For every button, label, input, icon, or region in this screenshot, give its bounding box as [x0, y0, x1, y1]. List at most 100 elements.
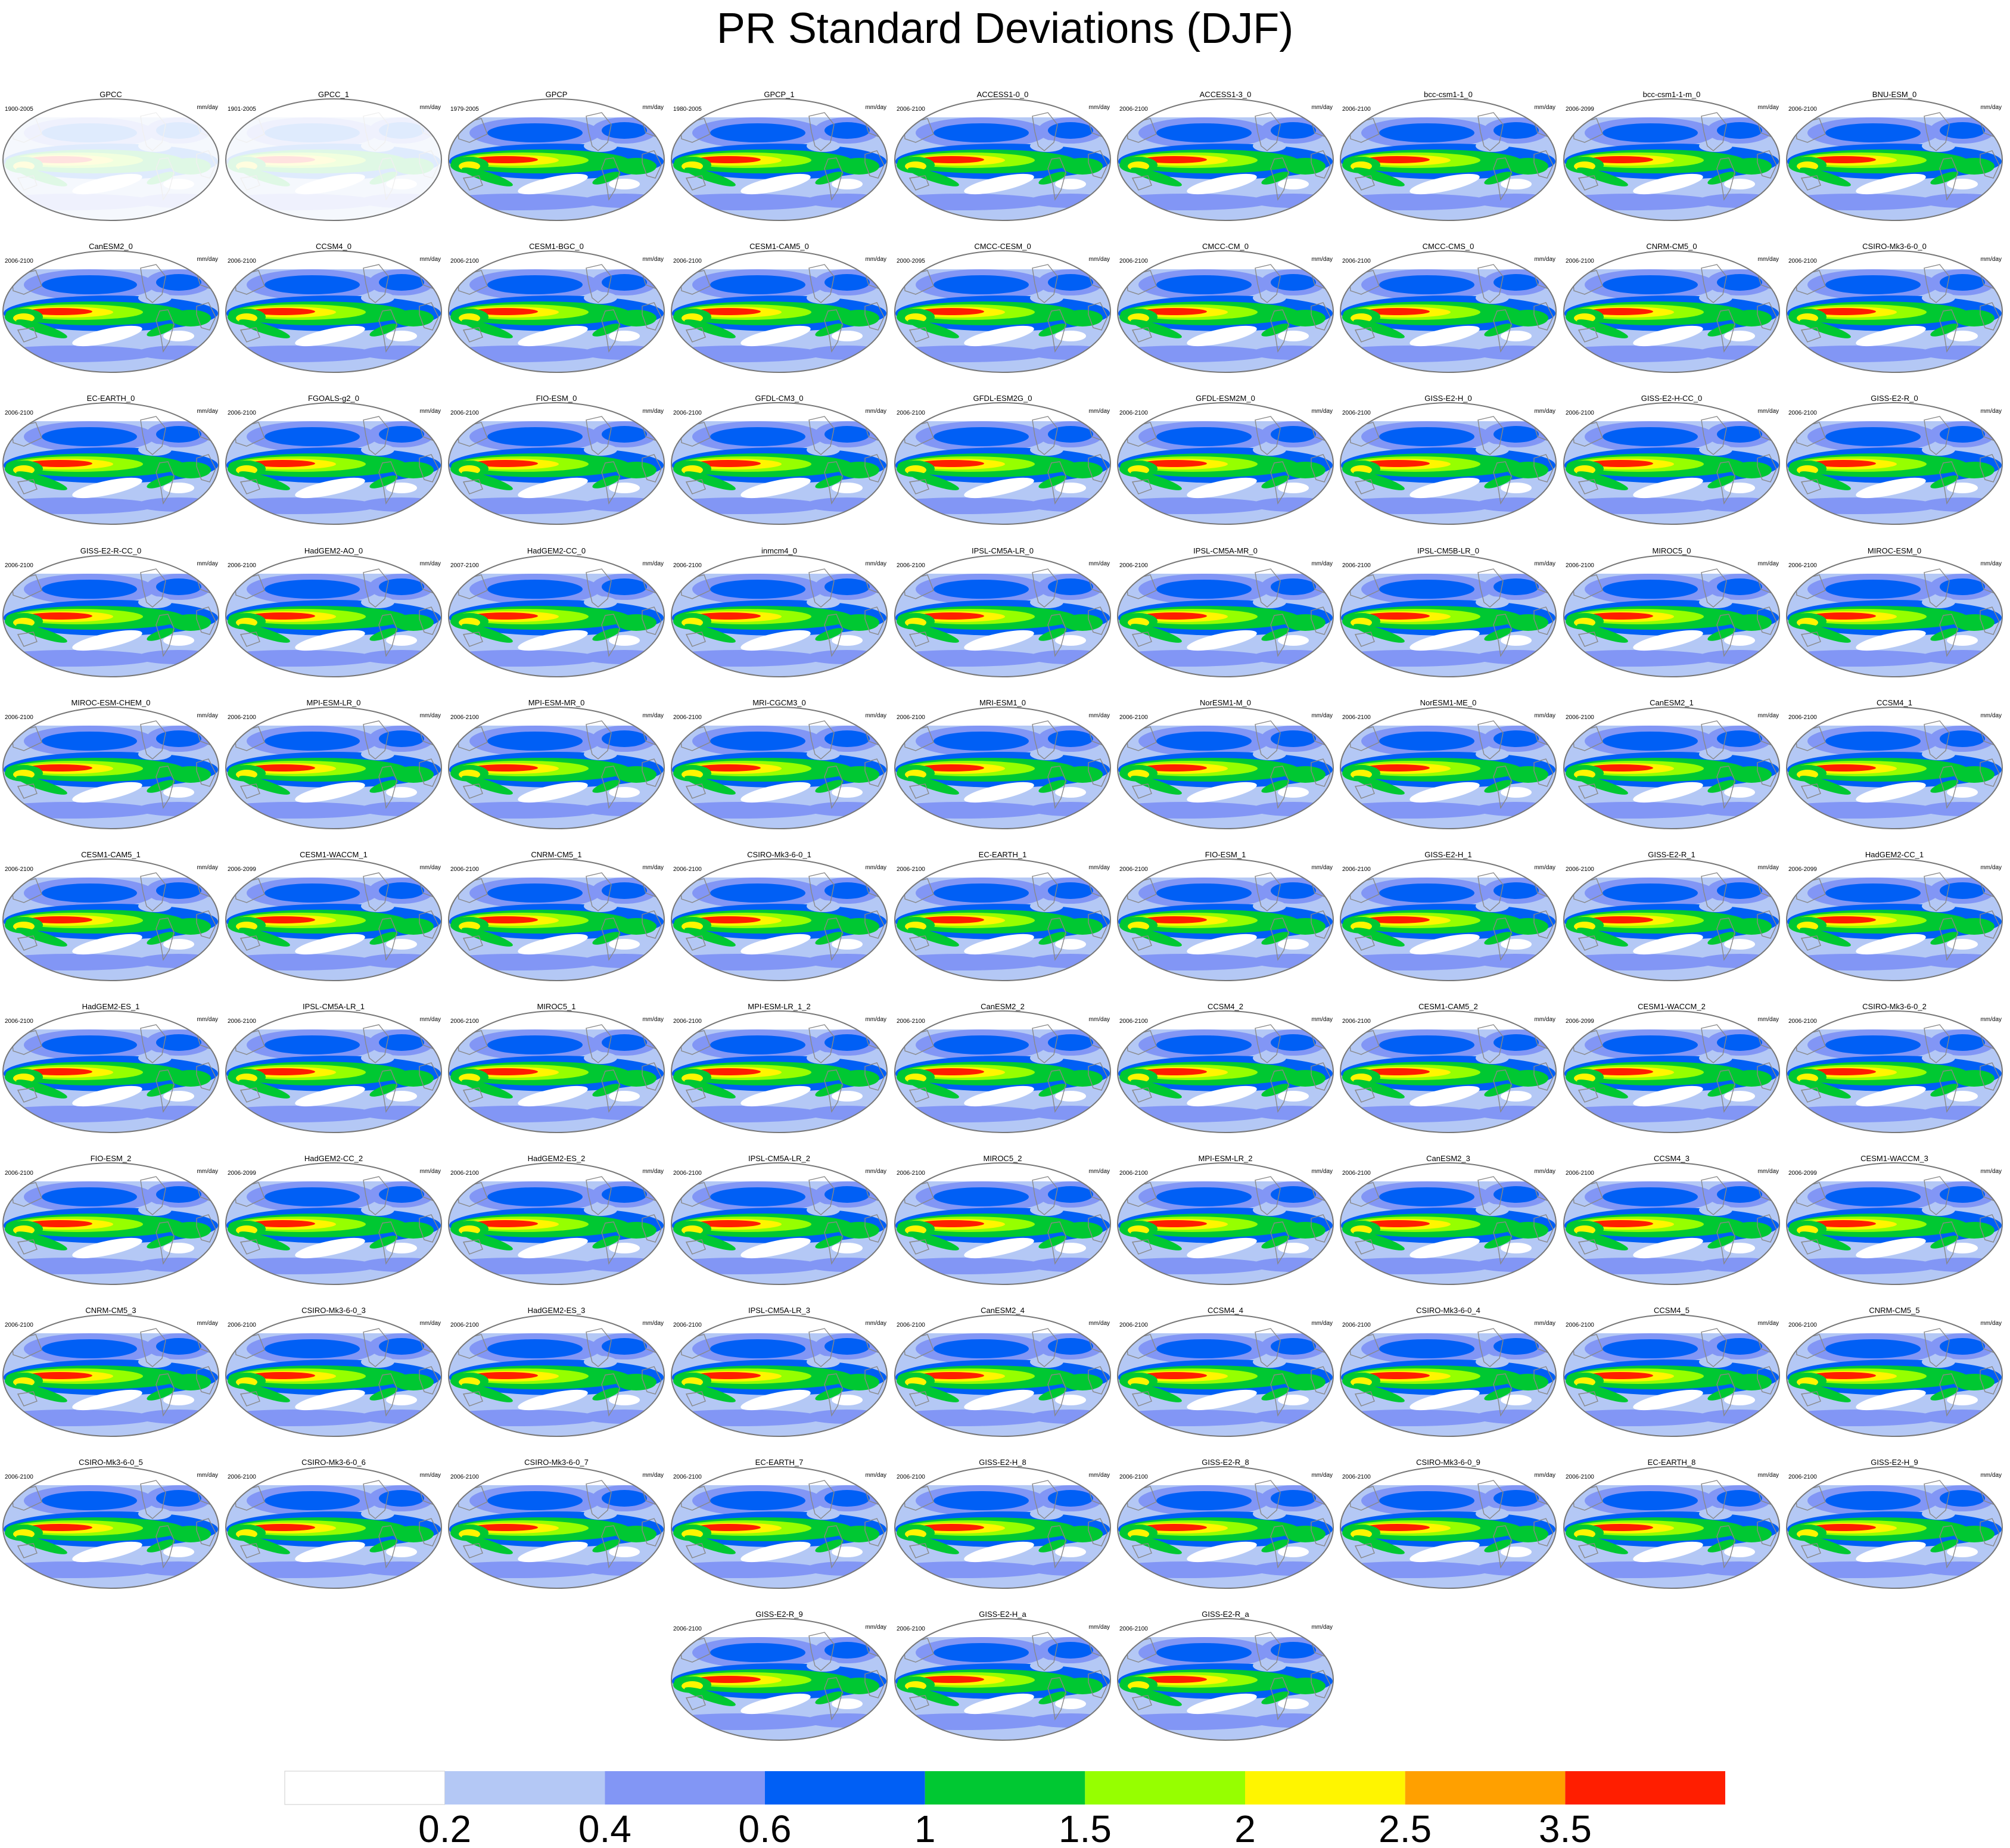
panel-period: 2006-2100 — [897, 562, 925, 569]
panel-units: mm/day — [419, 561, 441, 567]
panel-period: 2006-2100 — [450, 714, 479, 721]
map-panel: IPSL-CM5A-MR_0 2006-2100 mm/day — [1103, 545, 1336, 688]
map-frame — [1786, 1314, 2003, 1437]
panel-units: mm/day — [1088, 408, 1110, 415]
panel-period: 2006-2100 — [1119, 1322, 1148, 1329]
colorbar-swatch — [765, 1771, 925, 1805]
panel-units: mm/day — [1980, 713, 2002, 719]
panel-units: mm/day — [1980, 864, 2002, 871]
map-panel: BNU-ESM_0 2006-2100 mm/day — [1772, 89, 2005, 232]
panel-period: 2006-2100 — [673, 1170, 702, 1177]
map-frame — [1340, 1162, 1557, 1285]
map-panel: CESM1-WACCM_1 2006-2099 mm/day — [211, 849, 444, 992]
panel-period: 2006-2100 — [228, 258, 256, 265]
map-panel: IPSL-CM5A-LR_2 2006-2100 mm/day — [656, 1153, 890, 1296]
map-frame — [671, 250, 888, 373]
panel-title: ACCESS1-3_0 — [1200, 90, 1252, 99]
map-panel: CESM1-CAM5_1 2006-2100 mm/day — [0, 849, 222, 992]
panel-units: mm/day — [1088, 864, 1110, 871]
map-frame — [1563, 858, 1780, 981]
colorbar-label: 0.4 — [578, 1807, 631, 1848]
panel-units: mm/day — [1980, 1320, 2002, 1327]
panel-title: IPSL-CM5A-MR_0 — [1193, 546, 1258, 555]
map-frame — [1563, 1466, 1780, 1589]
panel-title: GPCC — [99, 90, 122, 99]
panel-title: CSIRO-Mk3-6-0_4 — [1416, 1306, 1480, 1315]
map-panel: CESM1-CAM5_2 2006-2100 mm/day — [1326, 1001, 1559, 1144]
panel-period: 2006-2100 — [1566, 410, 1594, 416]
map-frame — [448, 555, 665, 677]
panel-units: mm/day — [1757, 561, 1779, 567]
map-panel: MRI-ESM1_0 2006-2100 mm/day — [880, 697, 1113, 840]
panel-units: mm/day — [642, 1168, 664, 1175]
map-panel: CNRM-CM5_3 2006-2100 mm/day — [0, 1305, 222, 1448]
map-panel: CCSM4_4 2006-2100 mm/day — [1103, 1305, 1336, 1448]
panel-title: GPCC_1 — [318, 90, 349, 99]
panel-title: EC-EARTH_0 — [87, 394, 135, 403]
panel-units: mm/day — [1311, 1472, 1333, 1479]
panel-title: GISS-E2-R_a — [1202, 1610, 1249, 1619]
panel-period: 2006-2100 — [1342, 410, 1371, 416]
panel-units: mm/day — [1534, 408, 1555, 415]
map-frame — [1117, 1162, 1334, 1285]
map-panel: HadGEM2-ES_2 2006-2100 mm/day — [434, 1153, 667, 1296]
map-frame — [2, 1010, 219, 1133]
panel-period: 2006-2099 — [228, 866, 256, 873]
panel-units: mm/day — [1757, 1472, 1779, 1479]
panel-title: bcc-csm1-1_0 — [1424, 90, 1473, 99]
map-panel: GFDL-ESM2M_0 2006-2100 mm/day — [1103, 393, 1336, 536]
map-frame — [1786, 1162, 2003, 1285]
map-panel: CanESM2_4 2006-2100 mm/day — [880, 1305, 1113, 1448]
panel-period: 2006-2100 — [673, 258, 702, 265]
panel-units: mm/day — [865, 713, 886, 719]
map-panel: HadGEM2-CC_0 2007-2100 mm/day — [434, 545, 667, 688]
map-frame — [1786, 1010, 2003, 1133]
panel-period: 2006-2100 — [1566, 1170, 1594, 1177]
map-frame — [1563, 1162, 1780, 1285]
panel-title: MPI-ESM-LR_1_2 — [748, 1002, 810, 1011]
panel-title: CCSM4_0 — [316, 242, 351, 251]
panel-units: mm/day — [419, 864, 441, 871]
panel-units: mm/day — [1311, 1168, 1333, 1175]
panel-period: 2006-2100 — [897, 1626, 925, 1632]
map-panel: FIO-ESM_2 2006-2100 mm/day — [0, 1153, 222, 1296]
panel-units: mm/day — [1534, 104, 1555, 111]
map-frame — [2, 1314, 219, 1437]
map-panel: CSIRO-Mk3-6-0_0 2006-2100 mm/day — [1772, 241, 2005, 384]
map-frame — [1340, 250, 1557, 373]
panel-units: mm/day — [642, 1320, 664, 1327]
panel-period: 2006-2100 — [1788, 562, 1817, 569]
map-frame — [448, 1162, 665, 1285]
panel-units: mm/day — [419, 256, 441, 263]
panel-units: mm/day — [642, 408, 664, 415]
panel-units: mm/day — [1311, 561, 1333, 567]
panel-units: mm/day — [1311, 713, 1333, 719]
map-frame — [225, 250, 442, 373]
map-frame — [1117, 555, 1334, 677]
map-panel: bcc-csm1-1-m_0 2006-2099 mm/day — [1549, 89, 1782, 232]
panel-period: 1979-2005 — [450, 106, 479, 113]
panel-title: CNRM-CM5_0 — [1646, 242, 1697, 251]
panel-units: mm/day — [1311, 104, 1333, 111]
panel-title: GISS-E2-H_9 — [1871, 1458, 1918, 1467]
panel-title: HadGEM2-CC_0 — [527, 546, 586, 555]
map-frame — [894, 402, 1111, 525]
map-frame — [1786, 98, 2003, 221]
panel-units: mm/day — [1088, 1168, 1110, 1175]
panel-title: GISS-E2-H_a — [979, 1610, 1026, 1619]
map-frame — [671, 1162, 888, 1285]
map-frame — [1340, 1466, 1557, 1589]
panel-units: mm/day — [1980, 561, 2002, 567]
panel-units: mm/day — [642, 864, 664, 871]
panel-title: CanESM2_4 — [981, 1306, 1025, 1315]
panel-period: 2006-2100 — [897, 106, 925, 113]
map-panel: GISS-E2-R_9 2006-2100 mm/day — [656, 1609, 890, 1751]
map-panel: MPI-ESM-MR_0 2006-2100 mm/day — [434, 697, 667, 840]
map-frame — [894, 98, 1111, 221]
panel-period: 2006-2100 — [1119, 562, 1148, 569]
panel-period: 2006-2100 — [1119, 1170, 1148, 1177]
panel-period: 2006-2100 — [5, 1322, 33, 1329]
map-panel: GFDL-ESM2G_0 2006-2100 mm/day — [880, 393, 1113, 536]
panel-title: HadGEM2-ES_2 — [528, 1154, 586, 1163]
